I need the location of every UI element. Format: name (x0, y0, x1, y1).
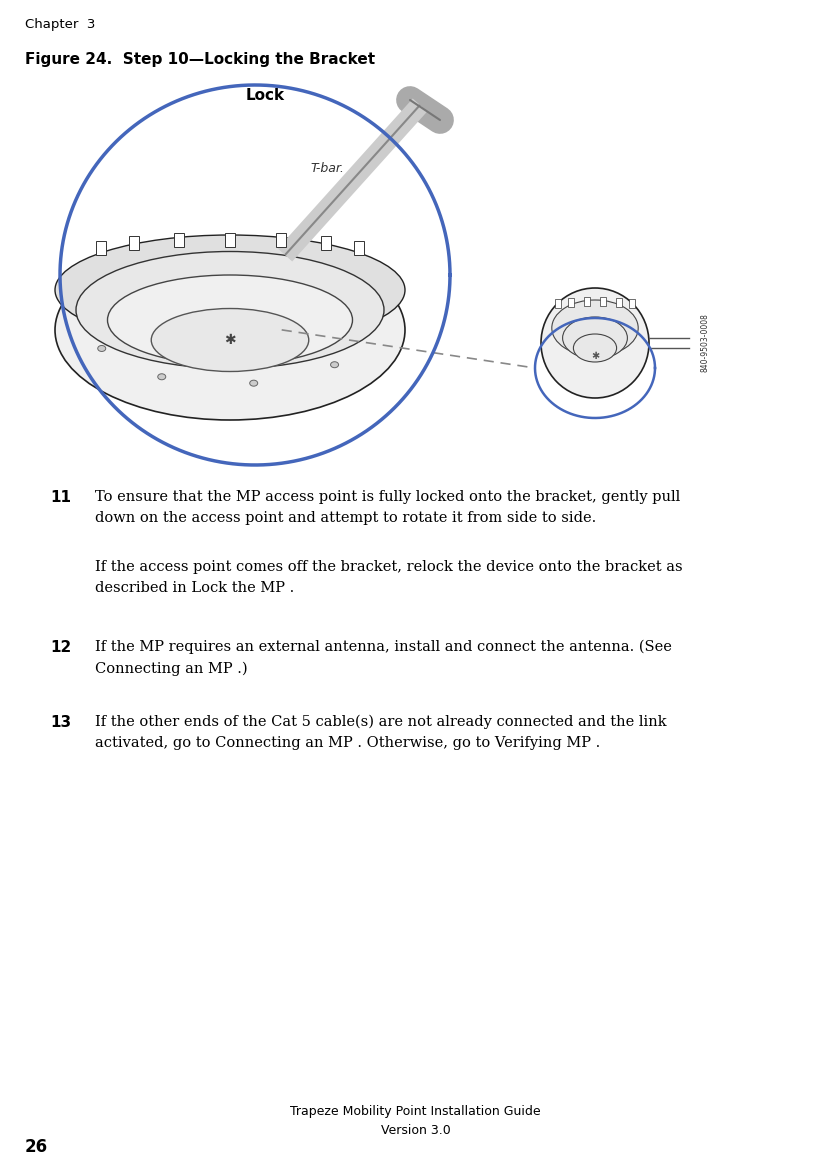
Text: 12: 12 (50, 640, 71, 655)
Ellipse shape (76, 252, 384, 369)
Text: To ensure that the MP access point is fully locked onto the bracket, gently pull: To ensure that the MP access point is fu… (95, 490, 681, 525)
Bar (568, 298, 574, 306)
Bar (600, 297, 607, 306)
Ellipse shape (98, 345, 106, 351)
Text: If the MP requires an external antenna, install and connect the antenna. (See
Co: If the MP requires an external antenna, … (95, 640, 672, 676)
Text: Lock: Lock (245, 88, 284, 103)
Bar (96, 241, 106, 255)
Ellipse shape (107, 275, 352, 365)
Bar (555, 299, 561, 308)
Text: 13: 13 (50, 715, 71, 730)
Bar (130, 236, 140, 250)
Ellipse shape (151, 308, 309, 372)
Bar (629, 299, 635, 308)
Ellipse shape (331, 362, 338, 367)
Ellipse shape (573, 334, 617, 362)
Ellipse shape (563, 318, 627, 359)
Bar (583, 297, 590, 306)
Bar (354, 241, 364, 255)
Ellipse shape (55, 240, 405, 420)
Text: 840-9503-0008: 840-9503-0008 (700, 314, 709, 372)
Text: T-bar.: T-bar. (310, 161, 344, 175)
Text: ✱: ✱ (591, 351, 599, 360)
Text: Figure 24.  Step 10—Locking the Bracket: Figure 24. Step 10—Locking the Bracket (25, 52, 375, 67)
Text: ✱: ✱ (224, 333, 236, 347)
Text: 11: 11 (50, 490, 71, 505)
Ellipse shape (158, 373, 165, 380)
Ellipse shape (249, 380, 258, 386)
Bar (616, 298, 622, 306)
Ellipse shape (541, 287, 649, 398)
Bar (321, 236, 331, 250)
Bar (276, 233, 286, 248)
Text: Chapter  3: Chapter 3 (25, 19, 96, 31)
Bar (225, 233, 235, 247)
Text: If the access point comes off the bracket, relock the device onto the bracket as: If the access point comes off the bracke… (95, 560, 682, 595)
Ellipse shape (55, 235, 405, 345)
Bar (175, 233, 184, 248)
Text: 26: 26 (25, 1138, 48, 1156)
Ellipse shape (552, 300, 638, 356)
Text: Trapeze Mobility Point Installation Guide
Version 3.0: Trapeze Mobility Point Installation Guid… (290, 1105, 541, 1137)
Text: If the other ends of the Cat 5 cable(s) are not already connected and the link
a: If the other ends of the Cat 5 cable(s) … (95, 715, 666, 750)
